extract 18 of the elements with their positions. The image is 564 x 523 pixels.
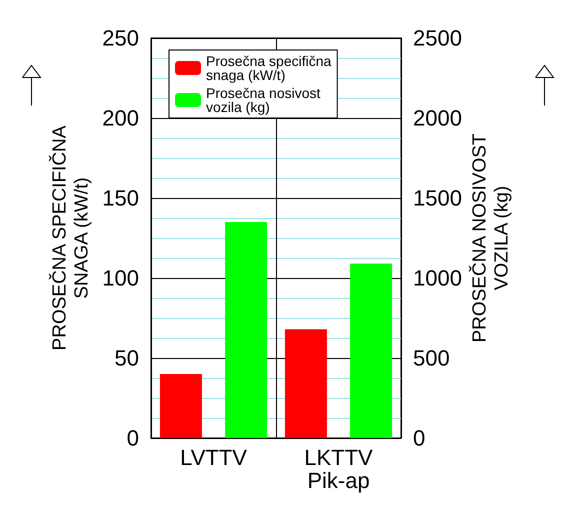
legend-label: Prosečna nosivost vozila (kg)	[206, 85, 321, 115]
y2-tick-label: 1000	[413, 266, 462, 290]
y2-tick-label: 1500	[413, 186, 462, 210]
y2-tick-label: 2500	[413, 26, 462, 50]
y2-tick-label: 0	[413, 426, 426, 450]
y-tick-label: 200	[102, 106, 139, 130]
y-tick-label: 0	[126, 426, 139, 450]
x-tick-label: LKTTV Pik-ap	[304, 445, 374, 493]
y-tick-label: 150	[102, 186, 139, 210]
legend-label: Prosečna specifična snaga (kW/t)	[206, 53, 332, 83]
y-tick-label: 100	[102, 266, 139, 290]
y-tick-label: 250	[102, 26, 139, 50]
y-axis-title: PROSEČNA SPECIFIČNA SNAGA (kW/t)	[48, 125, 92, 350]
y2-tick-label: 2000	[413, 106, 462, 130]
x-tick-label: LVTTV	[180, 445, 248, 470]
y2-tick-label: 500	[413, 346, 450, 370]
y2-axis-title: PROSEČNA NOSIVOST VOZILA (kg)	[468, 133, 512, 343]
y-tick-label: 50	[114, 346, 139, 370]
